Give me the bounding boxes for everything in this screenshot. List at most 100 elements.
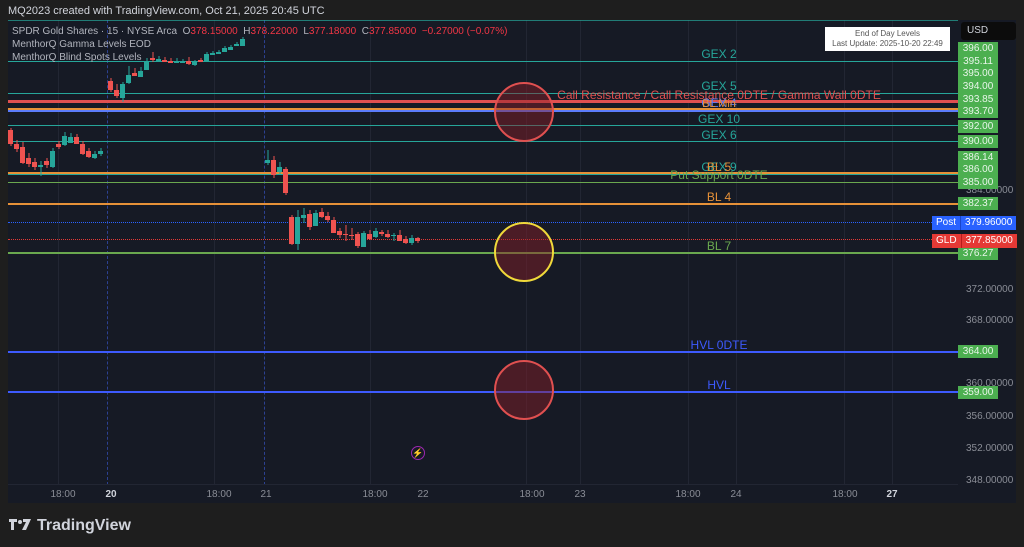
last-price-tag: GLD 377.85000	[932, 234, 1017, 248]
level-line-gex2	[8, 61, 958, 62]
candle	[289, 215, 294, 245]
candle	[44, 158, 49, 168]
level-line-put-support	[8, 182, 958, 183]
candle	[138, 67, 143, 77]
events-lightning-icon[interactable]: ⚡	[411, 446, 425, 460]
level-line-gex4	[8, 110, 958, 112]
close-label: C	[361, 26, 369, 37]
time-tick: 24	[730, 489, 742, 500]
price-tag: 394.00	[958, 80, 998, 93]
time-axis[interactable]: 18:00 20 18:00 21 18:00 22 18:00 23 18:0…	[8, 484, 958, 503]
post-market-tag: Post 379.96000	[932, 216, 1017, 230]
marker-circle-red	[494, 82, 554, 142]
time-tick: 18:00	[519, 489, 545, 500]
price-tag: 392.00	[958, 120, 998, 133]
level-line-gex6	[8, 141, 958, 142]
price-tick: 384.00000	[966, 185, 1014, 196]
indicator-legend[interactable]: MenthorQ Blind Spots Levels	[12, 52, 142, 63]
level-line-call-resistance	[8, 100, 958, 103]
price-tick: 356.00000	[966, 411, 1014, 422]
tradingview-logo[interactable]: TradingView	[9, 517, 131, 535]
candle	[50, 148, 55, 168]
candle	[349, 228, 354, 240]
candle	[313, 210, 318, 226]
level-line-hvl-0dte	[8, 351, 958, 353]
grid-line	[214, 20, 215, 490]
price-tick: 348.00000	[966, 475, 1014, 486]
post-label: Post	[932, 216, 962, 230]
indicator-legend[interactable]: MenthorQ Gamma Levels EOD	[12, 39, 151, 50]
candle	[198, 58, 203, 62]
time-tick: 20	[105, 489, 117, 500]
price-tag: 386.14	[958, 151, 998, 164]
candle	[295, 210, 300, 250]
candle	[120, 82, 125, 102]
chart-pane[interactable]: GEX 2 GEX 5 Call Resistance / Call Resis…	[8, 20, 958, 503]
eod-title: End of Day Levels	[855, 29, 920, 38]
candle	[192, 60, 197, 66]
level-label: GEX 10	[697, 112, 741, 126]
candle	[343, 225, 348, 241]
candle	[216, 50, 221, 54]
high-label: H	[243, 26, 251, 37]
candle	[391, 233, 396, 241]
level-label: BL Min	[702, 98, 736, 110]
candle	[114, 84, 119, 98]
candle	[186, 57, 191, 65]
currency-selector[interactable]: USD	[961, 22, 1016, 40]
candle	[307, 210, 312, 230]
tradingview-logo-icon	[9, 519, 31, 530]
change-value: −0.27000 (−0.07%)	[421, 26, 508, 37]
level-line-gex9	[8, 174, 958, 175]
price-tag: 359.00	[958, 386, 998, 399]
candle	[32, 158, 37, 170]
candle	[80, 141, 85, 155]
marker-circle-red	[494, 360, 554, 420]
high-value: 378.22000	[250, 26, 298, 37]
time-tick: 18:00	[206, 489, 232, 500]
candle	[325, 212, 330, 222]
candle	[355, 232, 360, 248]
grid-line	[688, 20, 689, 490]
last-label: GLD	[932, 234, 962, 248]
candle	[240, 37, 245, 46]
grid-line	[580, 20, 581, 490]
symbol-legend[interactable]: SPDR Gold Shares · 15 · NYSE Arca O378.1…	[12, 26, 507, 37]
candle	[403, 236, 408, 244]
candle	[379, 230, 384, 236]
grid-line	[58, 20, 59, 490]
candle	[132, 68, 137, 76]
candle	[415, 237, 420, 243]
time-tick: 18:00	[50, 489, 76, 500]
candle	[38, 161, 43, 176]
candle	[204, 52, 209, 62]
candle	[373, 228, 378, 238]
candle	[150, 52, 155, 62]
last-price-line	[8, 239, 958, 240]
candle	[234, 42, 239, 46]
price-tick: 368.00000	[966, 315, 1014, 326]
candle	[14, 140, 19, 152]
candle	[319, 208, 324, 218]
price-tick: 360.00000	[966, 378, 1014, 389]
close-value: 377.85000	[368, 26, 417, 37]
candle	[74, 134, 79, 144]
candle	[180, 59, 185, 63]
eod-update: Last Update: 2025-10-20 22:49	[832, 39, 943, 48]
level-line-bl5	[8, 172, 958, 174]
level-label: GEX 6	[701, 128, 737, 142]
time-tick: 18:00	[675, 489, 701, 500]
level-line-top	[8, 20, 958, 21]
price-tag: 393.70	[958, 105, 998, 118]
level-line-gex10	[8, 125, 958, 126]
candle	[126, 66, 131, 84]
price-tag: 364.00	[958, 345, 998, 358]
level-label: HVL 0DTE	[690, 338, 748, 352]
candle	[409, 235, 414, 245]
grid-line	[892, 20, 893, 490]
candle	[277, 162, 282, 174]
low-label: L	[303, 26, 309, 37]
candle	[144, 58, 149, 70]
top-bar: MQ2023 created with TradingView.com, Oct…	[0, 0, 1024, 20]
level-label: GEX 4	[701, 96, 737, 110]
